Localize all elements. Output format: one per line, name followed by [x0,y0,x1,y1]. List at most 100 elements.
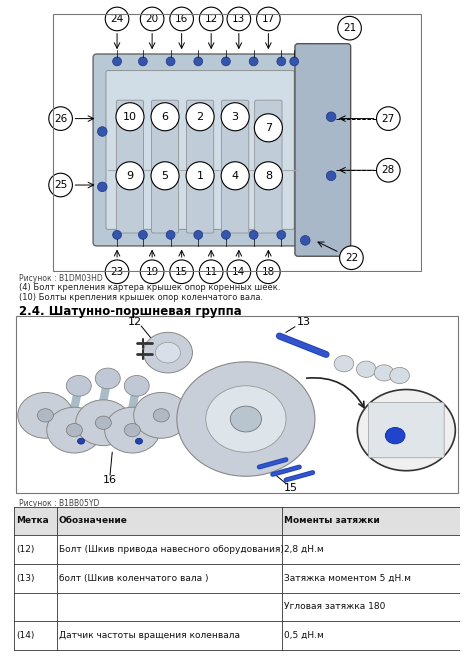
Circle shape [76,400,131,446]
Circle shape [227,7,251,31]
Circle shape [338,16,361,40]
Text: 22: 22 [345,253,358,263]
FancyBboxPatch shape [368,403,444,458]
Circle shape [255,114,283,142]
FancyBboxPatch shape [151,100,179,170]
FancyBboxPatch shape [186,100,214,170]
Circle shape [105,260,129,284]
FancyBboxPatch shape [221,100,249,170]
Circle shape [390,368,410,384]
Text: 13: 13 [297,317,311,327]
Text: 12: 12 [205,14,218,24]
Text: Болт (Шкив привода навесного оборудования): Болт (Шкив привода навесного оборудовани… [59,545,283,554]
Circle shape [18,393,73,438]
Text: 23: 23 [110,267,124,276]
Text: 17: 17 [262,14,275,24]
Bar [14,621,460,650]
Circle shape [105,7,129,31]
Circle shape [113,230,121,240]
Circle shape [301,236,310,245]
Text: Датчик частоты вращения коленвала: Датчик частоты вращения коленвала [59,631,240,640]
Circle shape [144,332,192,373]
Circle shape [153,409,169,422]
Circle shape [49,173,73,197]
Circle shape [116,162,144,190]
Circle shape [221,57,230,66]
Circle shape [334,356,354,372]
Bar [14,592,460,621]
Circle shape [256,260,280,284]
Circle shape [376,158,400,182]
Circle shape [155,342,181,363]
Text: 14: 14 [410,397,425,407]
Bar [14,507,460,535]
Text: (12): (12) [17,545,35,554]
Circle shape [140,260,164,284]
FancyBboxPatch shape [221,174,249,233]
Text: 15: 15 [175,267,188,276]
Circle shape [177,362,315,476]
Circle shape [124,423,140,437]
Circle shape [95,416,111,429]
Circle shape [255,162,283,190]
Circle shape [357,389,456,471]
Text: 1: 1 [197,171,204,180]
Circle shape [49,107,73,130]
Circle shape [356,361,376,377]
Circle shape [326,171,336,180]
Circle shape [166,57,175,66]
Text: 25: 25 [54,180,67,190]
Circle shape [256,7,280,31]
Text: 20: 20 [146,14,159,24]
Text: 28: 28 [382,165,395,175]
Text: Метка: Метка [17,517,49,525]
Circle shape [221,162,249,190]
Text: 16: 16 [175,14,188,24]
Circle shape [138,57,147,66]
Bar [14,535,460,564]
Text: 2,8 дН.м: 2,8 дН.м [284,545,324,554]
Circle shape [200,7,223,31]
Text: 6: 6 [162,112,169,121]
Circle shape [230,406,262,432]
Text: 2.4. Шатунно-поршневая группа: 2.4. Шатунно-поршневая группа [19,305,242,317]
Text: 5: 5 [162,171,169,180]
Circle shape [326,112,336,121]
Text: 10: 10 [123,112,137,121]
Circle shape [249,57,258,66]
Text: болт (Шкив коленчатого вала ): болт (Шкив коленчатого вала ) [59,574,208,583]
Circle shape [105,407,160,453]
Circle shape [206,386,286,452]
Circle shape [66,423,82,437]
Text: 4: 4 [232,171,239,180]
Circle shape [277,230,286,240]
Circle shape [37,409,54,422]
FancyBboxPatch shape [151,174,179,233]
FancyBboxPatch shape [116,100,144,170]
Circle shape [290,57,299,66]
Circle shape [151,162,179,190]
Circle shape [170,260,193,284]
Bar [14,564,460,592]
FancyBboxPatch shape [93,54,340,246]
Circle shape [66,376,91,396]
Text: 26: 26 [54,113,67,123]
Circle shape [249,230,258,240]
Circle shape [200,260,223,284]
Circle shape [113,57,121,66]
FancyBboxPatch shape [116,174,144,233]
Text: 12: 12 [128,317,142,327]
Text: 21: 21 [343,23,356,33]
Text: 8: 8 [265,171,272,180]
Text: 7: 7 [265,123,272,133]
Text: (10) Болты крепления крышек опор коленчатого вала.: (10) Болты крепления крышек опор коленча… [19,293,263,301]
Circle shape [134,393,189,438]
Text: Моменты затяжки: Моменты затяжки [284,517,380,525]
Circle shape [166,230,175,240]
Circle shape [98,127,107,136]
Text: 11: 11 [205,267,218,276]
Text: 19: 19 [146,267,159,276]
Text: 13: 13 [232,14,246,24]
Circle shape [151,103,179,131]
Circle shape [47,407,102,453]
